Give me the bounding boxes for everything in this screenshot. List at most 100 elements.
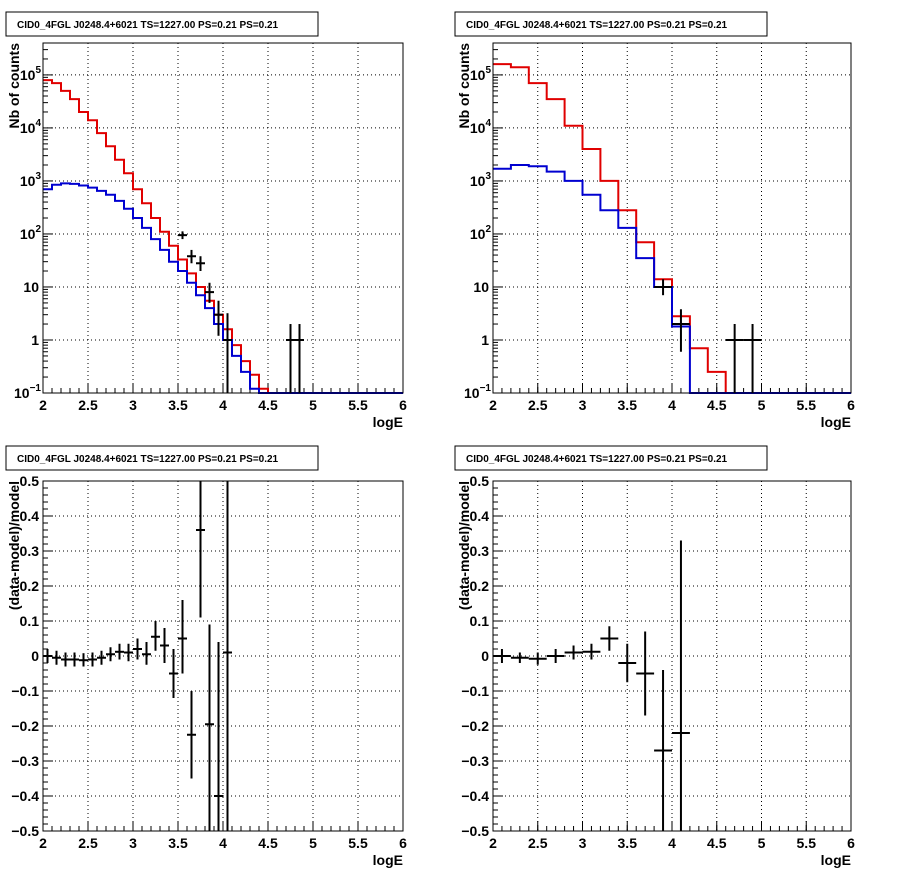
chart-panel-1: CID0_4FGL J0248.4+6021 TS=1227.00 PS=0.2…: [5, 11, 407, 430]
data-point: [214, 642, 223, 831]
title-box: [5, 445, 319, 471]
data-point: [133, 638, 142, 660]
data-point: [115, 643, 124, 660]
x-tick-label: 4.5: [258, 835, 278, 851]
y-tick-label: −0.3: [11, 753, 39, 769]
data-point: [79, 653, 88, 667]
y-tick-label: 0.4: [470, 508, 490, 524]
y-tick-label: 0.3: [20, 543, 40, 559]
y-tick-label: 104: [470, 118, 492, 136]
x-axis-label: logE: [821, 852, 851, 868]
chart-panel-3: CID0_4FGL J0248.4+6021 TS=1227.00 PS=0.2…: [5, 445, 407, 868]
data-point: [582, 643, 601, 660]
data-point: [142, 642, 151, 665]
x-tick-label: 5: [309, 835, 317, 851]
data-point: [196, 256, 205, 272]
y-tick-label: −0.3: [461, 753, 489, 769]
data-point: [546, 649, 565, 663]
x-tick-label: 5: [758, 835, 766, 851]
title-box: [5, 11, 319, 37]
data-point: [88, 652, 97, 667]
y-tick-label: 0.3: [470, 543, 490, 559]
y-tick-label: −0.5: [461, 823, 489, 839]
x-tick-label: 5.5: [797, 397, 817, 413]
x-tick-label: 4.5: [707, 397, 727, 413]
y-tick-label: −0.4: [11, 788, 39, 804]
data-point: [196, 481, 205, 618]
x-tick-label: 3.5: [168, 835, 188, 851]
x-tick-label: 2: [489, 835, 497, 851]
plot-frame-top: [42, 42, 404, 394]
y-axis-label: (data-model)/model: [6, 481, 22, 610]
y-tick-label: 104: [20, 118, 42, 136]
data-point: [493, 649, 511, 663]
y-tick-label: 0: [31, 648, 39, 664]
chart-title: CID0_4FGL J0248.4+6021 TS=1227.00 PS=0.2…: [17, 454, 279, 465]
data-point: [564, 645, 583, 660]
x-tick-label: 4: [668, 397, 676, 413]
data-point: [672, 309, 690, 352]
x-tick-label: 4.5: [258, 397, 278, 413]
y-tick-label: 0.4: [20, 508, 40, 524]
data-point: [205, 624, 214, 831]
x-tick-label: 5.5: [797, 835, 817, 851]
data-point: [223, 313, 232, 393]
data-point: [528, 652, 547, 665]
data-point: [636, 631, 655, 716]
data-point: [223, 481, 232, 831]
data-point: [510, 652, 529, 663]
data-point: [124, 643, 133, 662]
x-axis-label: logE: [373, 852, 403, 868]
x-tick-label: 3.5: [618, 835, 638, 851]
data-point: [205, 282, 214, 303]
y-tick-label: 102: [20, 224, 42, 242]
x-tick-label: 4.5: [707, 835, 727, 851]
x-tick-label: 5: [309, 397, 317, 413]
y-tick-label: 1: [481, 332, 489, 348]
x-tick-label: 2: [39, 397, 47, 413]
data-point: [187, 691, 196, 779]
histogram-series-2: [43, 182, 403, 394]
x-tick-label: 5: [758, 397, 766, 413]
plot-frame-top: [42, 480, 404, 832]
title-box: [454, 445, 768, 471]
chart-panel-2: CID0_4FGL J0248.4+6021 TS=1227.00 PS=0.2…: [454, 11, 855, 430]
y-axis-label: Nb of counts: [456, 43, 472, 129]
data-point: [43, 649, 52, 663]
y-tick-label: 0.1: [470, 613, 490, 629]
y-tick-label: −0.4: [461, 788, 489, 804]
y-tick-label: 10−1: [14, 383, 41, 401]
y-tick-label: −0.2: [11, 718, 39, 734]
y-tick-label: 105: [470, 65, 492, 83]
y-tick-label: 0: [481, 648, 489, 664]
data-point: [654, 279, 672, 296]
x-tick-label: 3.5: [168, 397, 188, 413]
y-tick-label: 0.5: [20, 473, 40, 489]
data-point: [295, 324, 304, 393]
data-point: [178, 600, 187, 674]
y-tick-label: −0.1: [461, 683, 489, 699]
y-tick-label: −0.5: [11, 823, 39, 839]
data-point: [214, 300, 223, 336]
x-tick-label: 3: [579, 397, 587, 413]
x-tick-label: 3: [129, 397, 137, 413]
y-tick-label: 102: [470, 224, 492, 242]
data-point: [618, 643, 637, 683]
x-tick-label: 6: [399, 397, 407, 413]
y-tick-label: −0.1: [11, 683, 39, 699]
x-axis-label: logE: [373, 414, 403, 430]
data-point: [52, 650, 61, 665]
chart-title: CID0_4FGL J0248.4+6021 TS=1227.00 PS=0.2…: [466, 454, 728, 465]
chart-panel-4: CID0_4FGL J0248.4+6021 TS=1227.00 PS=0.2…: [454, 445, 855, 868]
y-tick-label: 105: [20, 65, 42, 83]
y-tick-label: 10: [23, 279, 39, 295]
data-point: [725, 324, 744, 393]
x-tick-label: 2.5: [528, 397, 548, 413]
y-tick-label: 1: [31, 332, 39, 348]
y-tick-label: 0.2: [20, 578, 40, 594]
x-tick-label: 3: [129, 835, 137, 851]
y-tick-label: 10−1: [464, 383, 491, 401]
x-tick-label: 3.5: [618, 397, 638, 413]
y-axis-label: Nb of counts: [6, 43, 22, 129]
